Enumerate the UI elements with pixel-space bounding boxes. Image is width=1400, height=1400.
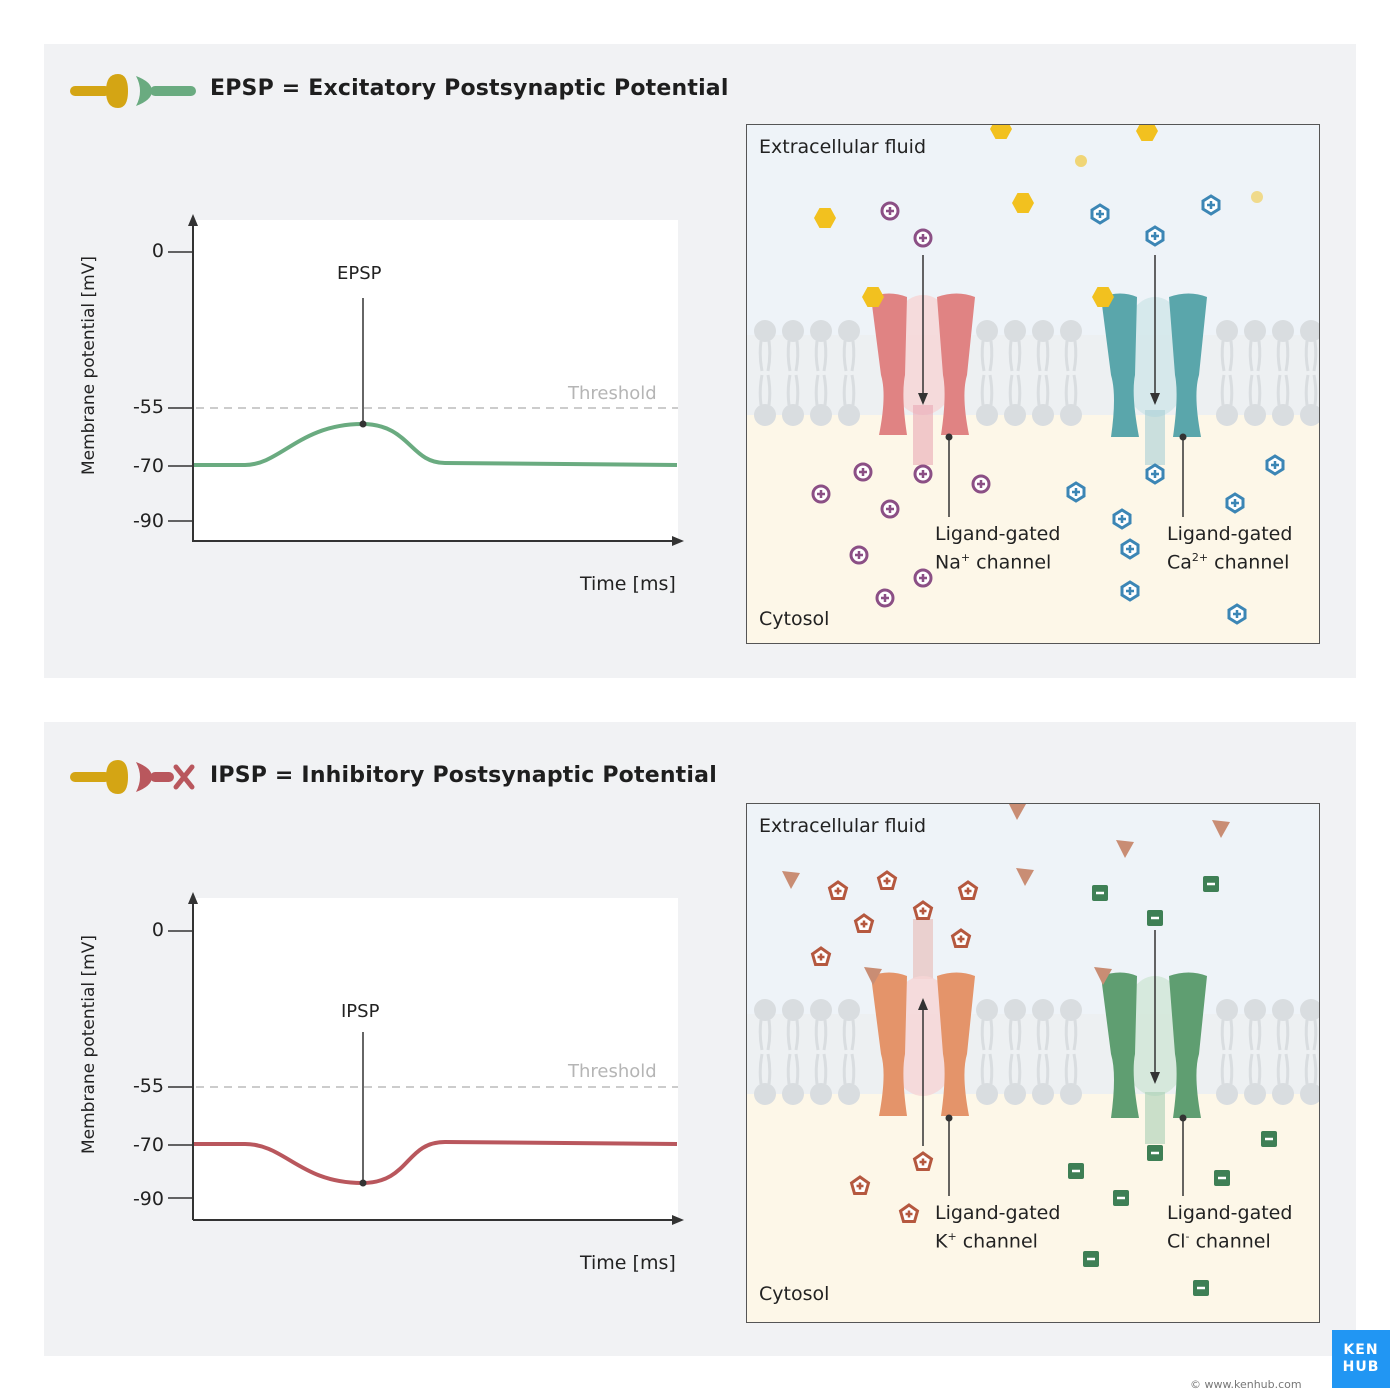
- ipsp-y-label: Membrane potential [mV]: [79, 935, 99, 1154]
- ipsp-curve: [194, 1139, 678, 1186]
- epsp-tick-0: 0: [151, 240, 164, 262]
- epsp-tick-70: -70: [132, 455, 164, 477]
- epsp-tick-90: -90: [132, 510, 164, 532]
- ipsp-membrane-drawing: [747, 804, 1319, 1322]
- ipsp-cytosol-label: Cytosol: [759, 1283, 830, 1305]
- ipsp-synapse-icon: [70, 760, 195, 794]
- copyright-text: © www.kenhub.com: [1190, 1378, 1302, 1391]
- epsp-chart-area: [194, 220, 678, 542]
- ipsp-tick-55: -55: [132, 1075, 164, 1097]
- k-channel-icon: [864, 900, 975, 1196]
- epsp-membrane-drawing: [747, 125, 1319, 643]
- cl-channel-icon: [1094, 908, 1207, 1196]
- epsp-extracellular-label: Extracellular fluid: [759, 136, 927, 158]
- epsp-chart: [168, 214, 684, 546]
- ca-channel-icon: [1092, 225, 1207, 517]
- ipsp-tick-90: -90: [132, 1188, 164, 1210]
- epsp-threshold-label: Threshold: [568, 383, 657, 404]
- ipsp-marker-label: IPSP: [341, 1001, 380, 1022]
- na-channel-icon: [862, 228, 975, 517]
- epsp-cytosol-label: Cytosol: [759, 608, 830, 630]
- cl-channel-label: Ligand-gated Cl- channel: [1167, 1202, 1293, 1253]
- ipsp-tick-70: -70: [132, 1134, 164, 1156]
- epsp-marker-label: EPSP: [337, 263, 382, 284]
- epsp-x-label: Time [ms]: [580, 573, 676, 595]
- epsp-tick-55: -55: [132, 396, 164, 418]
- ca-channel-label: Ligand-gated Ca2+ channel: [1167, 523, 1293, 574]
- ipsp-chart-area: [194, 898, 678, 1220]
- ipsp-extracellular-label: Extracellular fluid: [759, 815, 927, 837]
- ipsp-tick-0: 0: [151, 919, 164, 941]
- kenhub-logo: KEN HUB: [1332, 1330, 1390, 1388]
- ipsp-title: IPSP = Inhibitory Postsynaptic Potential: [210, 763, 717, 788]
- ipsp-ion-diagram: Extracellular fluid Cytosol Ligand-gated…: [746, 803, 1320, 1323]
- epsp-ion-diagram: Extracellular fluid Cytosol Ligand-gated…: [746, 124, 1320, 644]
- ipsp-x-label: Time [ms]: [580, 1252, 676, 1274]
- ipsp-chart: [168, 892, 684, 1225]
- epsp-title: EPSP = Excitatory Postsynaptic Potential: [210, 76, 729, 101]
- na-channel-label: Ligand-gated Na+ channel: [935, 523, 1061, 574]
- ipsp-threshold-label: Threshold: [568, 1061, 657, 1082]
- epsp-synapse-icon: [70, 74, 196, 108]
- k-channel-label: Ligand-gated K+ channel: [935, 1202, 1061, 1253]
